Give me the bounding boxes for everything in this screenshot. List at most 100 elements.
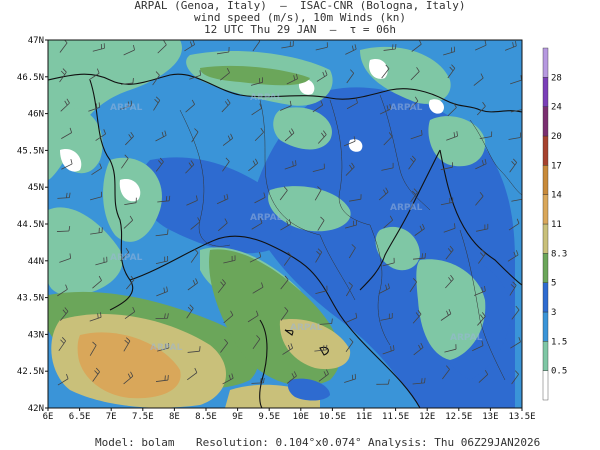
wind-barb [123, 215, 134, 229]
wind-barb [343, 136, 356, 147]
wind-barbs [56, 40, 522, 386]
lat-tick-label: 45.5N [17, 146, 44, 156]
wind-barb [413, 253, 426, 260]
wind-barb [346, 282, 353, 297]
wind-barb [124, 197, 137, 206]
wind-barb [344, 373, 357, 383]
lon-tick-label: 7E [106, 412, 117, 422]
border-region-3 [329, 99, 371, 226]
wind-barb [472, 340, 484, 352]
lon-tick-label: 13E [482, 412, 498, 422]
wind-barb [59, 40, 68, 53]
latitude-axis: 47N 46.5N 46N 45.5N 45N 44.5N 44N 43.5N 43N 42.5N… [17, 36, 48, 414]
lon-tick-label: 13.5E [508, 412, 535, 422]
wind-barb [509, 158, 518, 173]
map-field [48, 40, 522, 408]
wind-barb [447, 64, 456, 79]
wind-barb [475, 223, 489, 232]
wind-barb [475, 40, 487, 51]
wind-barb [346, 98, 358, 110]
wind-barb [191, 128, 199, 143]
wind-barb [126, 275, 135, 290]
watermark-text: ARPAL [250, 93, 283, 103]
wind-barb [286, 73, 298, 85]
colorbar-label: 17 [551, 161, 562, 171]
wind-barb [95, 129, 106, 141]
wind-barb [507, 250, 519, 262]
wind-barb [381, 64, 390, 79]
field-green-veneto [428, 116, 486, 167]
wind-barb [478, 249, 486, 264]
wind-barb [92, 275, 102, 289]
wind-barb [223, 310, 234, 324]
wind-barb [349, 194, 362, 202]
field-green-nw [48, 40, 182, 180]
wind-barb [312, 163, 325, 173]
wind-barb [284, 128, 295, 142]
wind-barb [314, 186, 322, 201]
wind-barb [383, 132, 393, 146]
wind-barb [284, 160, 297, 170]
wind-barb [316, 70, 328, 82]
wind-barb [281, 41, 294, 49]
wind-barb [59, 68, 67, 83]
wind-barb [315, 285, 328, 294]
wind-barb [312, 100, 324, 113]
wind-barb [344, 219, 358, 229]
wind-barb [248, 158, 259, 172]
wind-barb [474, 285, 486, 296]
lon-tick-label: 9.5E [258, 412, 280, 422]
watermark-text: ARPAL [110, 103, 143, 113]
wind-barb [280, 306, 289, 321]
footer-analysis: Analysis: Thu 06Z29JAN2026 [368, 436, 541, 449]
wind-barb [380, 312, 393, 321]
lat-tick-label: 47N [28, 36, 44, 46]
colorbar-label: 3 [551, 308, 556, 318]
wind-barb [440, 197, 454, 206]
wind-barb [251, 377, 265, 384]
wind-barb [444, 344, 457, 353]
wind-barb [318, 369, 329, 382]
wind-barb [317, 216, 325, 231]
wind-barb [440, 308, 452, 321]
wind-barb [220, 68, 230, 81]
lon-tick-label: 12.5E [445, 412, 472, 422]
wind-barb [189, 70, 201, 80]
wind-barb [286, 371, 297, 384]
wind-barb [254, 192, 266, 204]
wind-barb [381, 162, 394, 171]
lat-tick-label: 44N [28, 257, 44, 267]
colorbar-label: 5 [551, 279, 556, 289]
colorbar-segment [542, 47, 549, 78]
wind-barb [511, 370, 519, 385]
wind-barb [123, 44, 135, 56]
wind-barb [60, 98, 70, 112]
wind-barb [412, 310, 422, 324]
field-white-5 [428, 99, 444, 114]
wind-barb [95, 256, 108, 266]
field-yellow-central [279, 319, 351, 370]
field-strip-north [200, 65, 310, 86]
wind-barb [410, 67, 420, 81]
wind-barb [190, 248, 199, 263]
wind-barb [187, 278, 198, 291]
wind-barb [446, 131, 458, 141]
wind-barb [223, 255, 236, 264]
wind-barb [251, 103, 262, 116]
wind-barb [216, 193, 229, 205]
field-dark-blue-po [139, 157, 293, 254]
lat-tick-label: 44.5N [17, 220, 44, 230]
field-green-marche [375, 226, 420, 271]
regional-borders [179, 94, 522, 381]
wind-barb [89, 312, 102, 322]
wind-barb [152, 71, 160, 86]
wind-barb [509, 281, 517, 296]
wind-barb [221, 98, 231, 113]
wind-barb [124, 131, 134, 146]
lon-tick-label: 10E [293, 412, 309, 422]
wind-barb [155, 229, 169, 237]
wind-barb [222, 133, 234, 146]
colorbar-segment [542, 253, 549, 283]
wind-barb [58, 337, 66, 352]
wind-barb [61, 127, 73, 139]
